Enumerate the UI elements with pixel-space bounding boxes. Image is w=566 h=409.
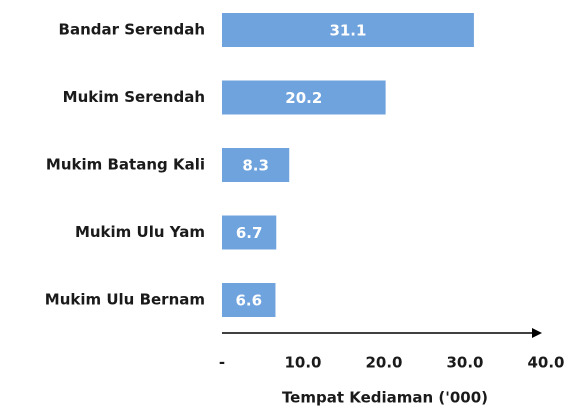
bar (222, 148, 290, 182)
x-tick-label: - (219, 354, 225, 372)
bar (222, 80, 386, 115)
value-label: 6.7 (236, 224, 263, 242)
y-tick-label: Mukim Ulu Bernam (45, 291, 205, 309)
y-tick-label: Mukim Serendah (63, 88, 205, 106)
x-tick-label: 40.0 (527, 354, 564, 372)
value-label: 31.1 (329, 22, 366, 40)
bar (222, 283, 276, 317)
x-tick-label: 20.0 (365, 354, 402, 372)
x-tick-label: 10.0 (284, 354, 321, 372)
bar (222, 215, 277, 250)
x-tick-label: 30.0 (446, 354, 483, 372)
value-label: 6.6 (235, 292, 262, 310)
y-tick-label: Bandar Serendah (59, 21, 205, 39)
y-tick-label: Mukim Ulu Yam (75, 223, 205, 241)
y-tick-label: Mukim Batang Kali (46, 156, 205, 174)
x-axis-label: Tempat Kediaman ('000) (282, 389, 488, 407)
bar (222, 13, 474, 47)
value-label: 20.2 (285, 89, 322, 107)
value-label: 8.3 (242, 157, 269, 175)
